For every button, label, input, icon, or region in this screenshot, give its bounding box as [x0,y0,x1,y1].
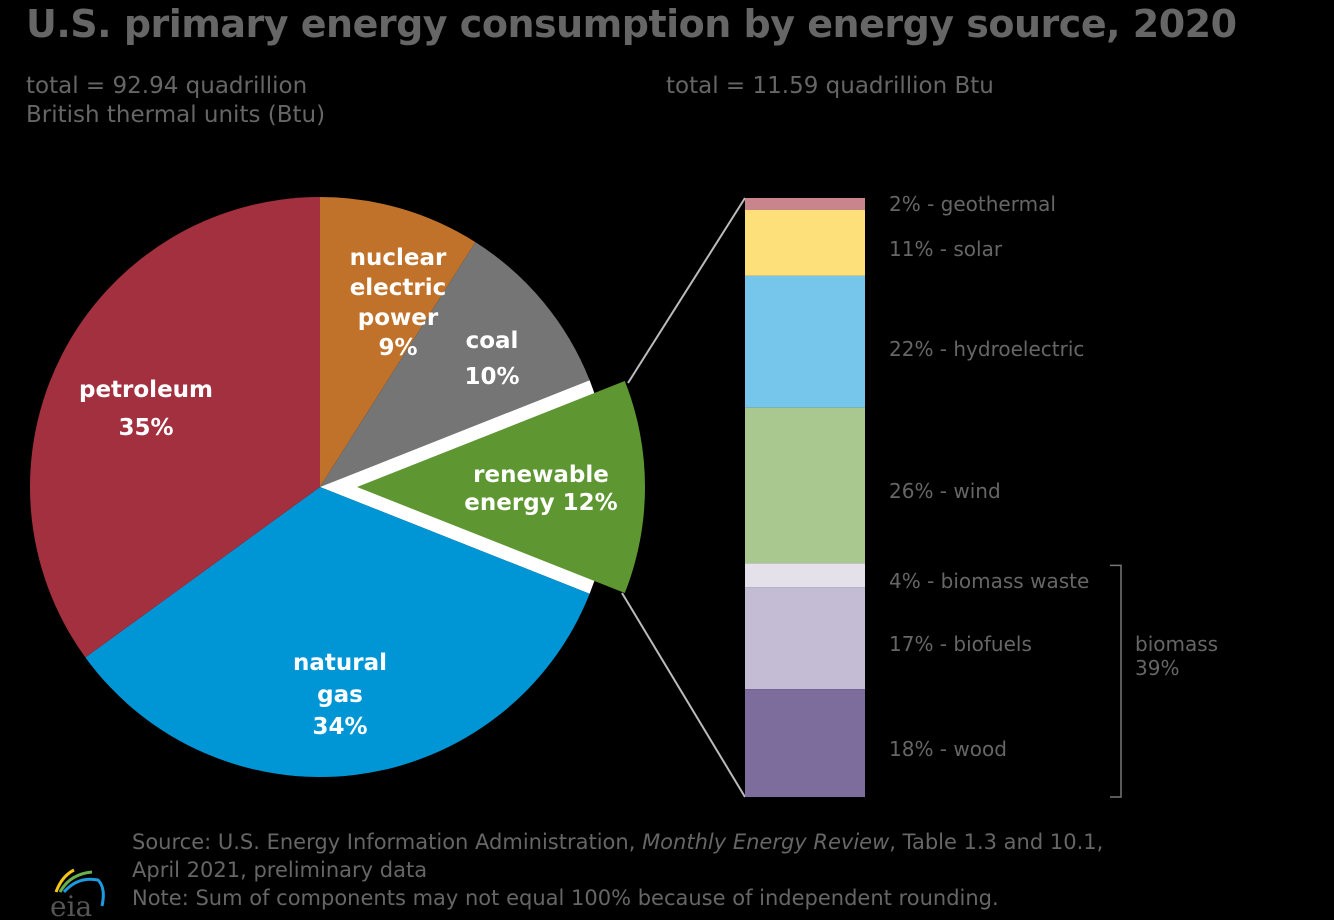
bar-segment-geothermal [745,198,865,210]
eia-logo: eia [50,868,105,920]
pie-label-renewable-energy: renewable [473,462,609,488]
bar-subtitle: total = 11.59 quadrillion Btu [666,73,994,99]
source-line2: April 2021, preliminary data [132,858,428,882]
bar-label-hydroelectric: 22% - hydroelectric [889,337,1084,361]
pie-slice-renewable-energy [357,380,645,594]
pie-label-nuclear-electric-power: 9% [378,335,417,361]
pie-label-coal: coal [466,328,519,354]
source-suffix: , Table 1.3 and 10.1, [889,830,1104,854]
pie-label-nuclear-electric-power: electric [350,275,447,301]
pie-subtitle: total = 92.94 quadrillion British therma… [26,72,325,130]
connector-line-top [627,197,746,384]
source-publication: Monthly Energy Review [642,830,890,854]
pie-subtitle-line2: British thermal units (Btu) [26,102,326,128]
pie-slice-natural-gas [85,487,590,777]
pie-label-natural-gas: natural [293,650,387,676]
pie-label-natural-gas: 34% [312,714,367,740]
bar-label-biomass-waste: 4% - biomass waste [889,569,1089,593]
bar-segment-biofuels [745,587,865,690]
pie-label-petroleum: 35% [118,415,173,441]
pie-label-natural-gas: gas [317,682,363,708]
chart-title: U.S. primary energy consumption by energ… [26,2,1237,46]
rounding-note: Note: Sum of components may not equal 10… [132,886,999,910]
pie-slice-coal [320,242,590,487]
bar-segment-wood [745,689,865,797]
biomass-bracket [1110,564,1122,798]
pie-subtitle-line1: total = 92.94 quadrillion [26,73,308,99]
bar-label-geothermal: 2% - geothermal [889,192,1056,216]
bar-segment-solar [745,209,865,276]
pie-slice-nuclear-electric-power [320,197,476,487]
pie-label-nuclear-electric-power: nuclear [350,245,447,271]
connector-line-bottom [621,592,746,798]
biomass-group-label: biomass [1135,632,1218,656]
bar-segment-hydroelectric [745,275,865,408]
pie-label-petroleum: petroleum [79,377,213,403]
bar-segment-biomass-waste [745,563,865,588]
bar-segment-wind [745,407,865,564]
source-note: Source: U.S. Energy Information Administ… [132,828,1103,912]
bar-label-solar: 11% - solar [889,237,1003,261]
biomass-group-label: 39% [1135,656,1179,680]
pie-slice-petroleum [29,197,320,658]
bar-label-wood: 18% - wood [889,737,1007,761]
pie-label-nuclear-electric-power: power [358,305,439,331]
source-prefix: Source: U.S. Energy Information Administ… [132,830,643,854]
bar-label-biofuels: 17% - biofuels [889,632,1032,656]
bar-label-wind: 26% - wind [889,479,1001,503]
svg-text:eia: eia [50,890,92,920]
pie-label-renewable-energy: energy 12% [464,490,617,516]
pie-label-coal: 10% [464,364,519,390]
